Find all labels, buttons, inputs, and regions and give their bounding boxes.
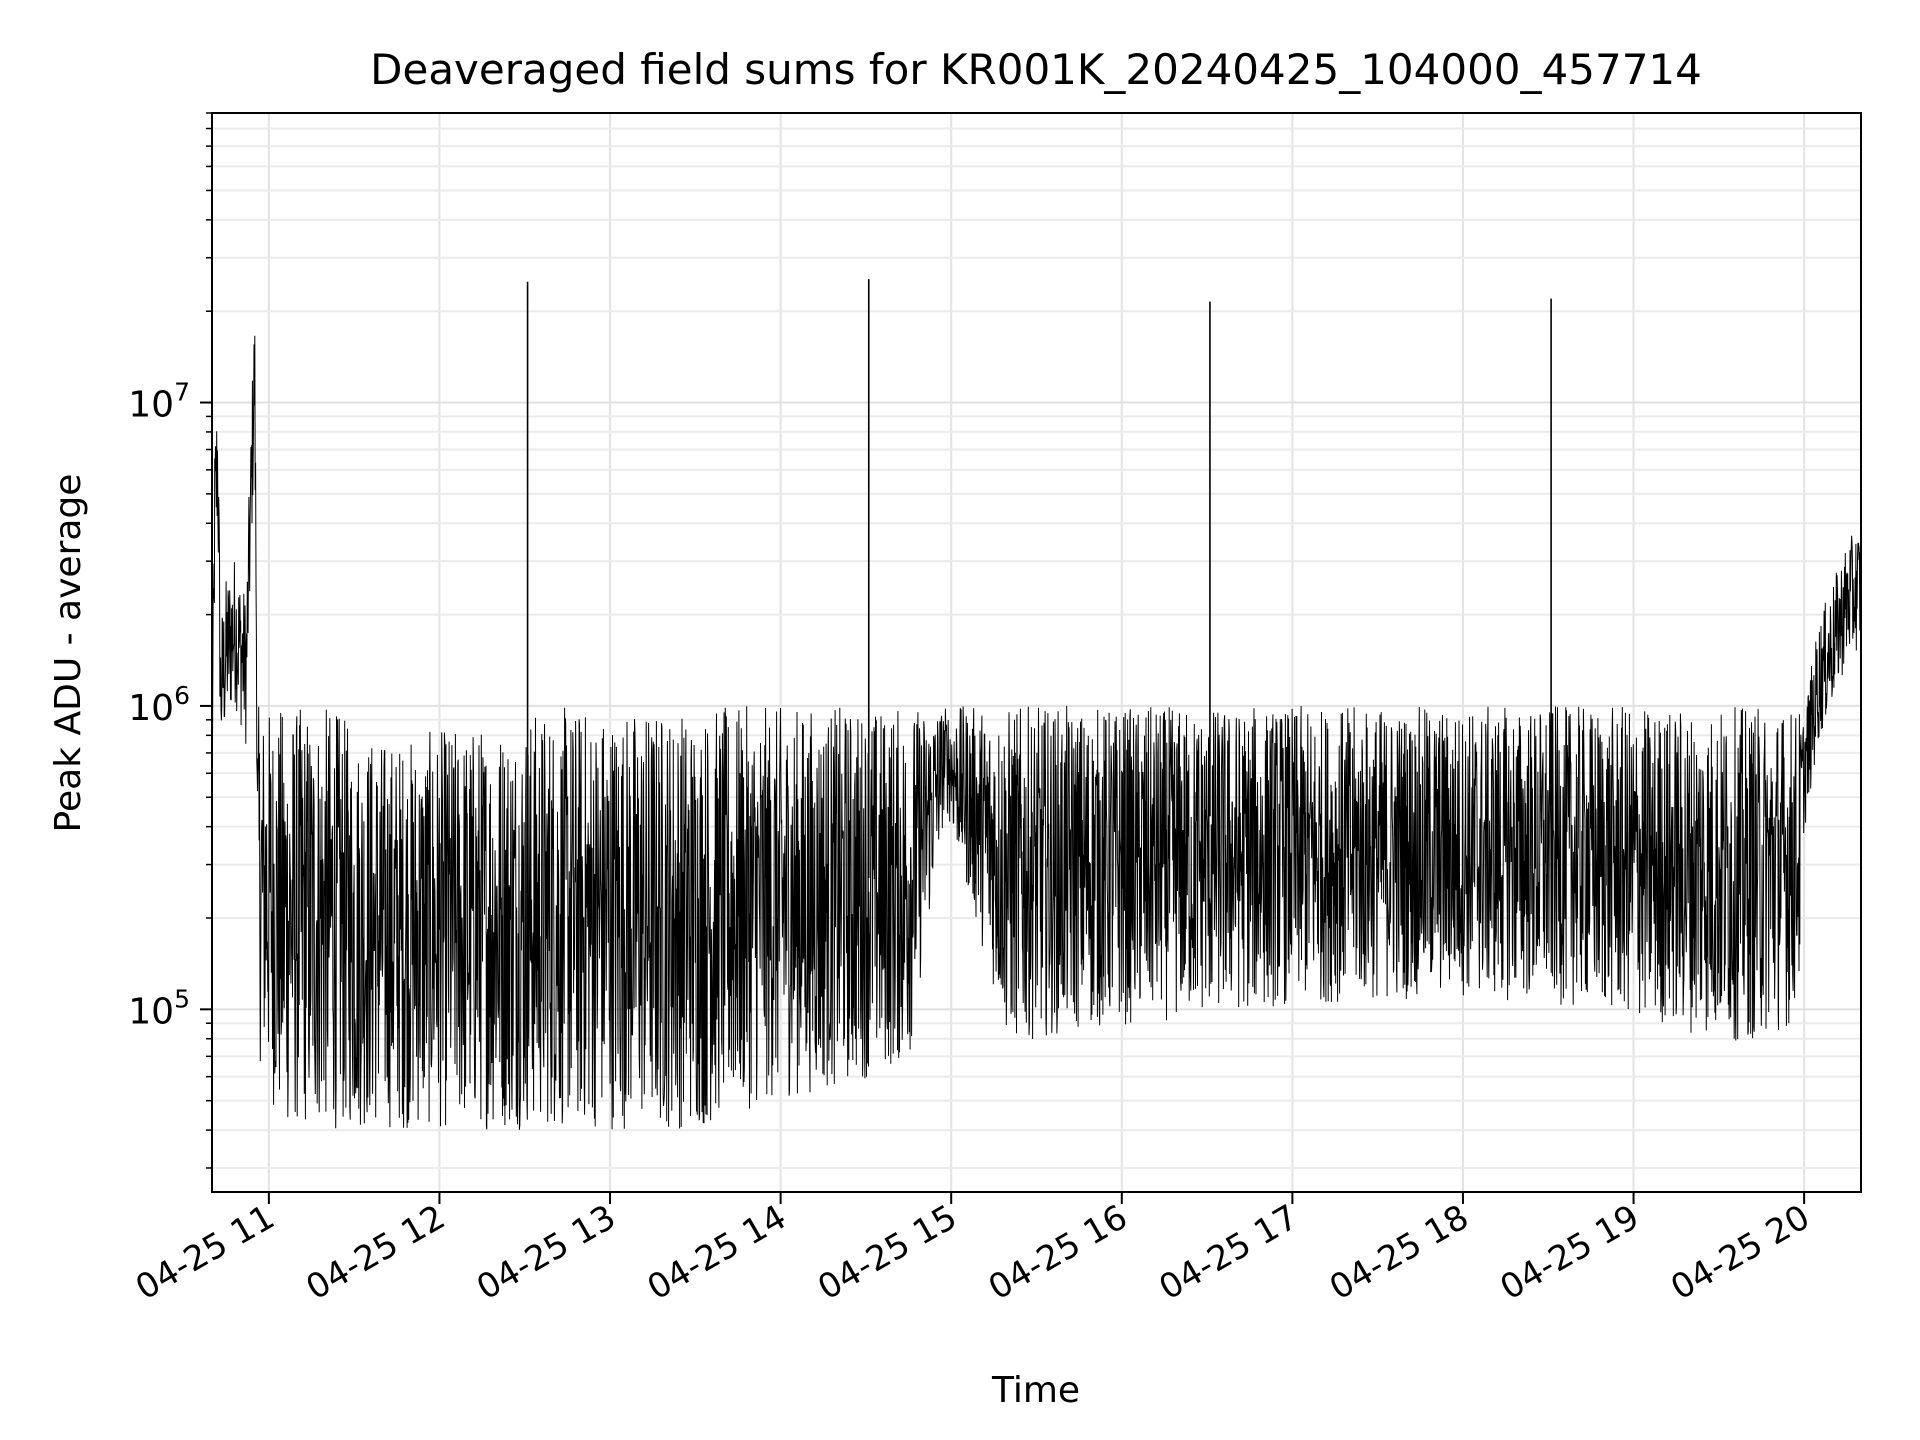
- y-tick-label: 105: [128, 984, 190, 1032]
- data-trace: [211, 279, 1862, 1130]
- plot-frame: [211, 112, 1862, 1193]
- x-axis-label: Time: [991, 1370, 1080, 1411]
- data-line: [211, 335, 1862, 1130]
- y-axis-label: Peak ADU - average: [48, 474, 89, 833]
- y-tick-label: 106: [128, 681, 190, 729]
- y-axis: 105 106 107: [128, 378, 212, 1032]
- y-tick-label: 107: [128, 378, 190, 426]
- chart-title: Deaveraged field sums for KR001K_2024042…: [370, 45, 1702, 94]
